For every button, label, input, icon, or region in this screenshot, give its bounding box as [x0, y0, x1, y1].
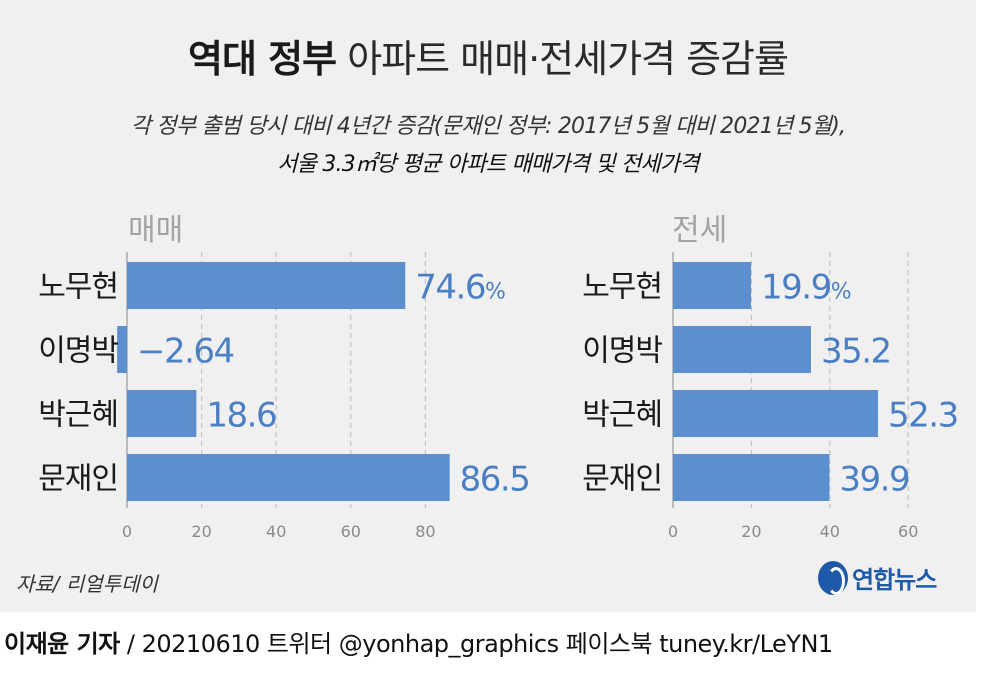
jeonse-category-label: 박근혜 — [582, 398, 662, 433]
sale-category-label: 노무현 — [38, 270, 118, 305]
sale-value-label: −2.64 — [137, 332, 234, 372]
jeonse-tick-label: 60 — [898, 522, 918, 541]
sale-tick-label: 0 — [122, 522, 132, 541]
subtitle-line1: 각 정부 출범 당시 대비 4년간 증감(문재인 정부: 2017년 5월 대비… — [130, 114, 846, 139]
yonhap-logo: 연합뉴스 — [818, 560, 937, 595]
credit-details: / 20210610 트위터 @yonhap_graphics 페이스북 tun… — [119, 630, 833, 658]
jeonse-value-label: 52.3 — [888, 396, 958, 436]
jeonse-category-label: 문재인 — [582, 462, 662, 497]
sale-value-label: 74.6% — [415, 268, 505, 308]
jeonse-value-label: 35.2 — [821, 332, 891, 372]
sale-tick-label: 40 — [266, 522, 286, 541]
jeonse-tick-label: 0 — [668, 522, 678, 541]
sale-chart-title: 매매 — [128, 213, 183, 248]
jeonse-category-label: 이명박 — [582, 334, 662, 369]
sale-tick-label: 20 — [191, 522, 211, 541]
jeonse-bar — [673, 262, 752, 309]
sale-bar — [117, 326, 127, 373]
source-text: 자료/ 리얼투데이 — [16, 572, 158, 596]
sale-unit-label: % — [485, 280, 505, 305]
sale-tick-label: 60 — [341, 522, 361, 541]
jeonse-bar — [673, 390, 879, 437]
jeonse-value-label: 19.9% — [761, 268, 851, 308]
jeonse-bar — [673, 454, 830, 501]
yonhap-logo-icon — [818, 560, 848, 595]
sale-value-label: 86.5 — [460, 460, 530, 500]
sale-value-label: 18.6 — [206, 396, 276, 436]
jeonse-value-label: 39.9 — [839, 460, 909, 500]
jeonse-chart-title: 전세 — [672, 213, 727, 248]
credit-line: 이재윤 기자 / 20210610 트위터 @yonhap_graphics 페… — [4, 624, 833, 659]
jeonse-tick-label: 40 — [820, 522, 840, 541]
jeonse-unit-label: % — [831, 280, 851, 305]
title-bold: 역대 정부 — [188, 37, 337, 81]
chart-title: 역대 정부 아파트 매매·전세가격 증감률 — [0, 28, 976, 83]
jeonse-bar — [673, 326, 811, 373]
credit-reporter: 이재윤 기자 — [4, 630, 120, 658]
sale-bar — [127, 454, 450, 501]
sale-bar — [127, 390, 197, 437]
sale-bar — [127, 262, 406, 309]
sale-tick-label: 80 — [415, 522, 435, 541]
sale-category-label: 문재인 — [38, 462, 118, 497]
subtitle-line2: 서울 3.3㎡당 평균 아파트 매매가격 및 전세가격 — [277, 152, 699, 177]
chart-panel: 역대 정부 아파트 매매·전세가격 증감률 각 정부 출범 당시 대비 4년간 … — [0, 0, 976, 612]
sale-category-label: 박근혜 — [38, 398, 118, 433]
jeonse-category-label: 노무현 — [582, 270, 662, 305]
sale-category-label: 이명박 — [38, 334, 118, 369]
title-light: 아파트 매매·전세가격 증감률 — [347, 37, 789, 81]
bar-charts: 매매 0 20 40 60 80 노무현 74.6% 이명박 −2.64 박근혜 18.6 문재인 86.… — [38, 213, 959, 541]
logo-text: 연합뉴스 — [852, 566, 937, 594]
jeonse-tick-label: 20 — [741, 522, 761, 541]
